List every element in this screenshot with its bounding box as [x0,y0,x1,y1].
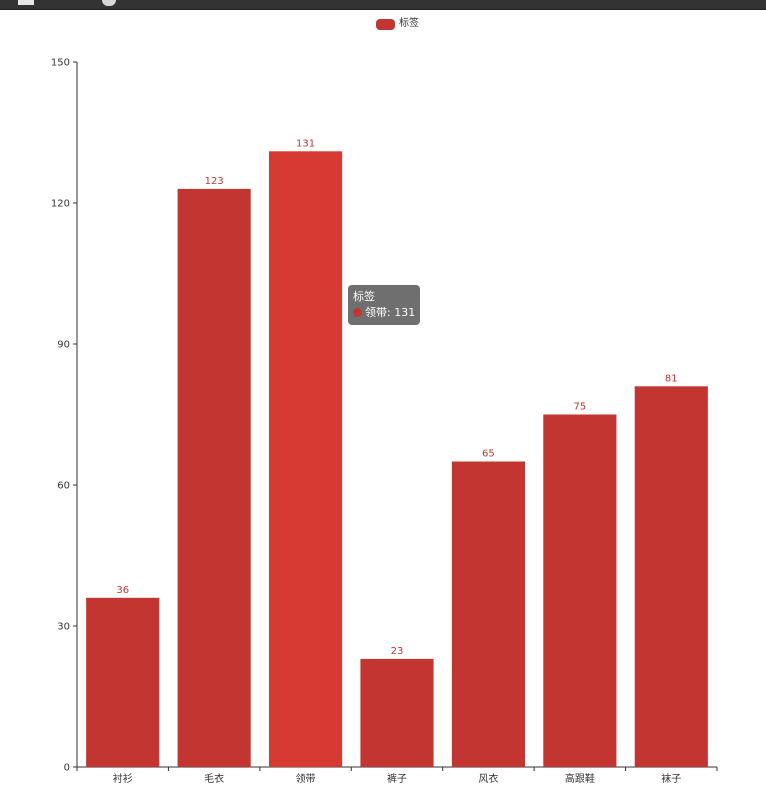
y-tick-label: 0 [64,763,70,774]
bar [269,151,343,768]
x-tick-label: 毛衣 [204,772,224,785]
x-tick-label: 领带 [296,772,316,785]
x-tick-label: 风衣 [478,772,498,785]
x-tick-label: 高跟鞋 [565,772,595,785]
bar-value-label: 131 [296,138,315,149]
bar-value-label: 123 [205,176,224,187]
bar-value-label: 65 [482,449,495,460]
x-tick-label: 袜子 [661,772,681,785]
x-tick-label: 裤子 [387,772,407,785]
bar-value-label: 81 [665,373,678,384]
tooltip-item: 领带: 131 [353,305,415,321]
y-tick-label: 150 [51,58,70,69]
bar [360,658,434,767]
bar [86,597,160,767]
tooltip-series-name: 标签 [353,290,375,303]
x-tick-label: 衬衫 [113,772,133,785]
tooltip-item-text: 领带: 131 [365,306,416,319]
legend-label: 标签 [399,18,419,29]
window-top-bar [0,0,766,10]
bar [177,188,251,767]
chart-legend[interactable]: 标签 [376,17,419,31]
y-tick-label: 90 [57,340,70,351]
bar [634,386,708,767]
chart-tooltip: 标签 领带: 131 [348,285,421,325]
bar [543,414,617,767]
y-tick-label: 60 [57,481,70,492]
menu-icon[interactable] [18,0,34,5]
tooltip-dot-icon [353,308,362,317]
y-tick-label: 30 [57,622,70,633]
y-tick-label: 120 [51,199,70,210]
settings-icon[interactable] [102,0,116,6]
bar-value-label: 75 [573,402,586,413]
legend-swatch [376,18,395,30]
bar-value-label: 36 [116,585,129,596]
bar [451,461,525,767]
bar-value-label: 23 [391,646,404,657]
